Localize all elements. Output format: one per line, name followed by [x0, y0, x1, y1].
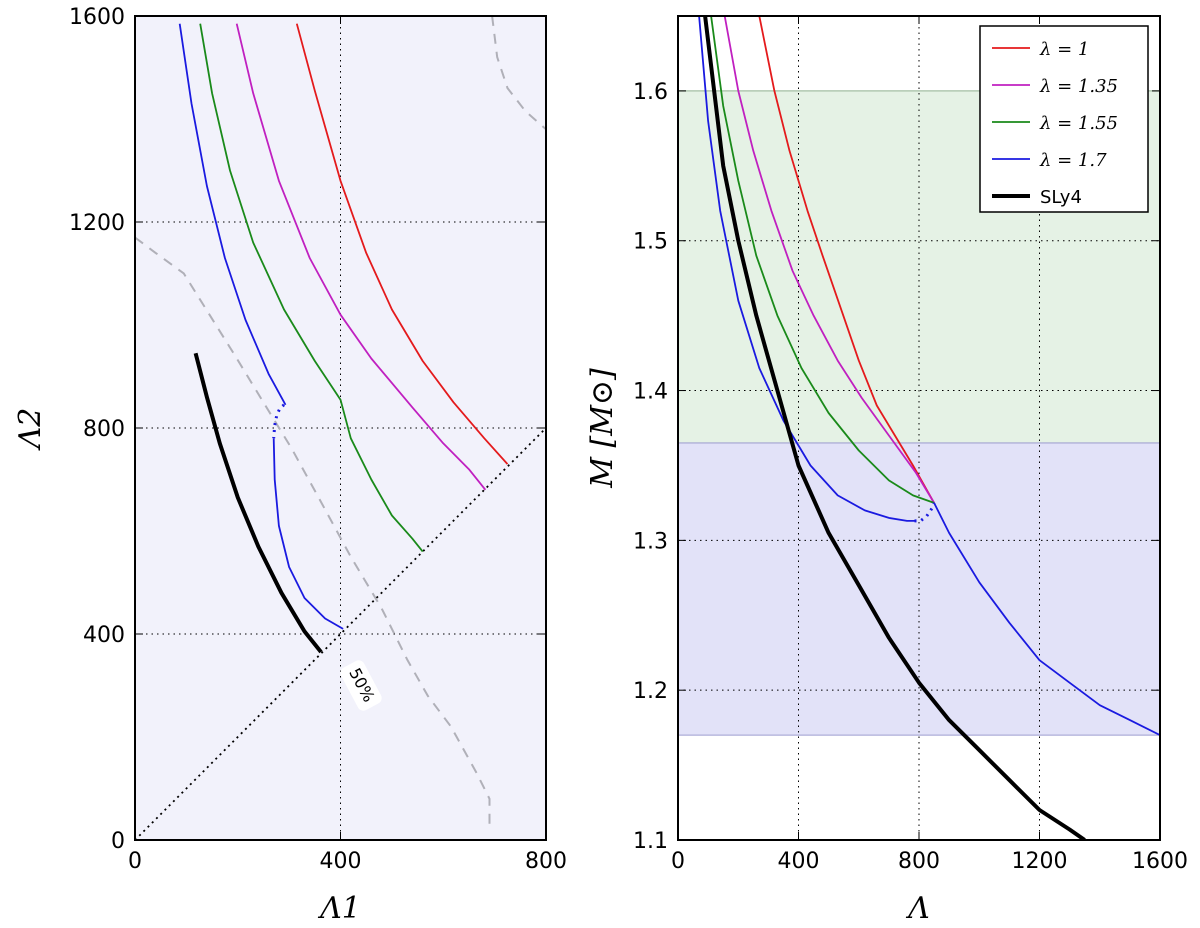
x-tick-label: 800 — [898, 849, 940, 874]
left-grid — [135, 16, 546, 840]
series-1-7-lower — [272, 438, 344, 630]
right-ticks: 0 400 800 1200 1600 1.1 1.2 1.3 1.4 1.5 1.6 — [633, 16, 1188, 874]
series-sly4 — [193, 352, 323, 654]
x-tick-label: 800 — [525, 849, 567, 874]
series-1-7 — [698, 16, 915, 522]
y-tick-label: 400 — [83, 623, 125, 648]
legend-box — [979, 25, 1149, 213]
legend-label-1: λ = 1 — [1039, 39, 1089, 60]
series-1-7-upper — [178, 23, 287, 406]
y-tick-label: 800 — [83, 417, 125, 442]
left-ticks: 0 400 800 0 400 800 1200 1600 — [69, 5, 567, 874]
x-tick-label: 0 — [671, 849, 685, 874]
series-1-55 — [710, 16, 935, 504]
left-curves — [135, 16, 546, 840]
legend: λ = 1 λ = 1.35 λ = 1.55 λ = 1.7 SLy4 — [979, 25, 1149, 213]
y-tick-label: 1.4 — [633, 380, 668, 405]
contour-50-line — [135, 236, 491, 830]
x-tick-label: 1600 — [1132, 849, 1188, 874]
right-curves — [698, 16, 1160, 840]
curves-clip — [135, 16, 546, 840]
legend-label-1-35: λ = 1.35 — [1039, 76, 1118, 97]
series-1-55 — [199, 23, 424, 553]
y-tick-label: 0 — [111, 829, 125, 854]
series-1-35 — [723, 16, 935, 504]
x-tick-label: 400 — [320, 849, 362, 874]
series-common — [933, 502, 1160, 736]
y-tick-label: 1.3 — [633, 529, 668, 554]
y-tick-label: 1.5 — [633, 230, 668, 255]
y-tick-label: 1600 — [69, 5, 125, 30]
left-plot-frame — [134, 15, 547, 841]
x-tick-label: 1200 — [1012, 849, 1068, 874]
legend-label-1-55: λ = 1.55 — [1039, 113, 1118, 134]
left-y-axis-label: Λ2 — [13, 408, 48, 452]
series-sly4 — [703, 16, 1086, 840]
right-plot-frame — [677, 15, 1161, 841]
x-tick-label: 400 — [778, 849, 820, 874]
legend-label-sly4: SLy4 — [1040, 187, 1082, 208]
y-tick-label: 1.6 — [633, 80, 668, 105]
x-tick-label: 0 — [128, 849, 142, 874]
contour-label-box — [340, 660, 382, 711]
series-1-35 — [235, 23, 487, 491]
y-tick-label: 1.1 — [633, 829, 668, 854]
legend-label-1-7: λ = 1.7 — [1039, 150, 1107, 171]
contour-50-line — [491, 16, 546, 131]
curves-clip — [698, 16, 1160, 840]
y-tick-label: 1200 — [69, 211, 125, 236]
y-tick-label: 1.2 — [633, 679, 668, 704]
right-y-axis-label: M [M⊙] — [585, 368, 620, 489]
series-1 — [295, 23, 509, 465]
right-x-axis-label: Λ — [905, 891, 930, 926]
equal-lambda-line — [135, 427, 546, 840]
series-1 — [758, 16, 935, 504]
left-x-axis-label: Λ1 — [317, 891, 361, 926]
